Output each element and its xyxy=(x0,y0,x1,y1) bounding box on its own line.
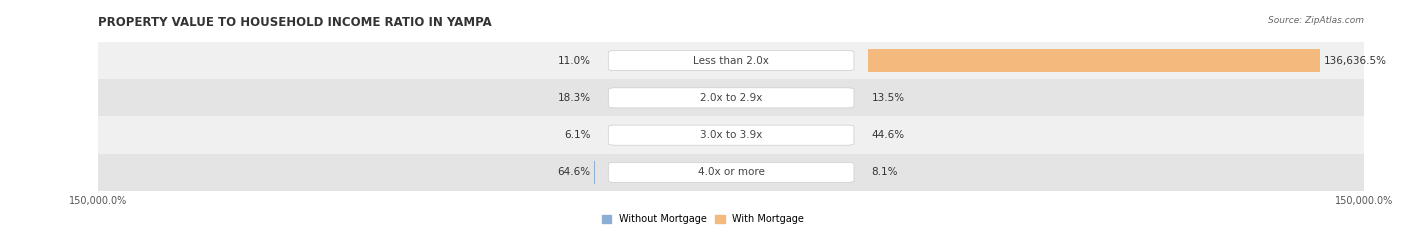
Text: PROPERTY VALUE TO HOUSEHOLD INCOME RATIO IN YAMPA: PROPERTY VALUE TO HOUSEHOLD INCOME RATIO… xyxy=(98,16,492,29)
Text: 6.1%: 6.1% xyxy=(564,130,591,140)
Text: 13.5%: 13.5% xyxy=(872,93,904,103)
Bar xyxy=(458,79,1004,116)
Text: 3.0x to 3.9x: 3.0x to 3.9x xyxy=(700,130,762,140)
FancyBboxPatch shape xyxy=(609,125,853,145)
FancyBboxPatch shape xyxy=(609,88,853,108)
Bar xyxy=(458,42,1004,79)
Text: Less than 2.0x: Less than 2.0x xyxy=(693,56,769,65)
Bar xyxy=(0,42,868,79)
Bar xyxy=(98,116,1091,154)
Bar xyxy=(458,116,1004,154)
Bar xyxy=(371,79,1364,116)
Bar xyxy=(98,79,1091,116)
Bar xyxy=(0,79,868,116)
Bar xyxy=(458,154,1004,191)
Legend: Without Mortgage, With Mortgage: Without Mortgage, With Mortgage xyxy=(598,210,808,228)
Bar xyxy=(371,42,1364,79)
Text: Source: ZipAtlas.com: Source: ZipAtlas.com xyxy=(1268,16,1364,25)
Bar xyxy=(371,116,1364,154)
Bar xyxy=(371,154,1364,191)
Bar xyxy=(0,116,868,154)
Bar xyxy=(595,79,1406,116)
Text: 136,636.5%: 136,636.5% xyxy=(1323,56,1386,65)
Text: 4.0x or more: 4.0x or more xyxy=(697,168,765,177)
FancyBboxPatch shape xyxy=(609,162,853,182)
Bar xyxy=(868,49,1320,72)
Bar xyxy=(0,116,731,154)
Bar xyxy=(0,154,731,191)
FancyBboxPatch shape xyxy=(609,51,853,71)
Text: 44.6%: 44.6% xyxy=(872,130,905,140)
Bar xyxy=(595,116,1406,154)
Bar xyxy=(0,42,731,79)
Text: 2.0x to 2.9x: 2.0x to 2.9x xyxy=(700,93,762,103)
Text: 64.6%: 64.6% xyxy=(557,168,591,177)
Bar xyxy=(0,79,731,116)
Text: 18.3%: 18.3% xyxy=(558,93,591,103)
Text: 11.0%: 11.0% xyxy=(558,56,591,65)
Bar xyxy=(595,42,1406,79)
Bar xyxy=(98,42,1091,79)
Text: 8.1%: 8.1% xyxy=(872,168,898,177)
Bar xyxy=(98,154,1091,191)
Bar xyxy=(0,154,868,191)
Bar xyxy=(595,154,1406,191)
